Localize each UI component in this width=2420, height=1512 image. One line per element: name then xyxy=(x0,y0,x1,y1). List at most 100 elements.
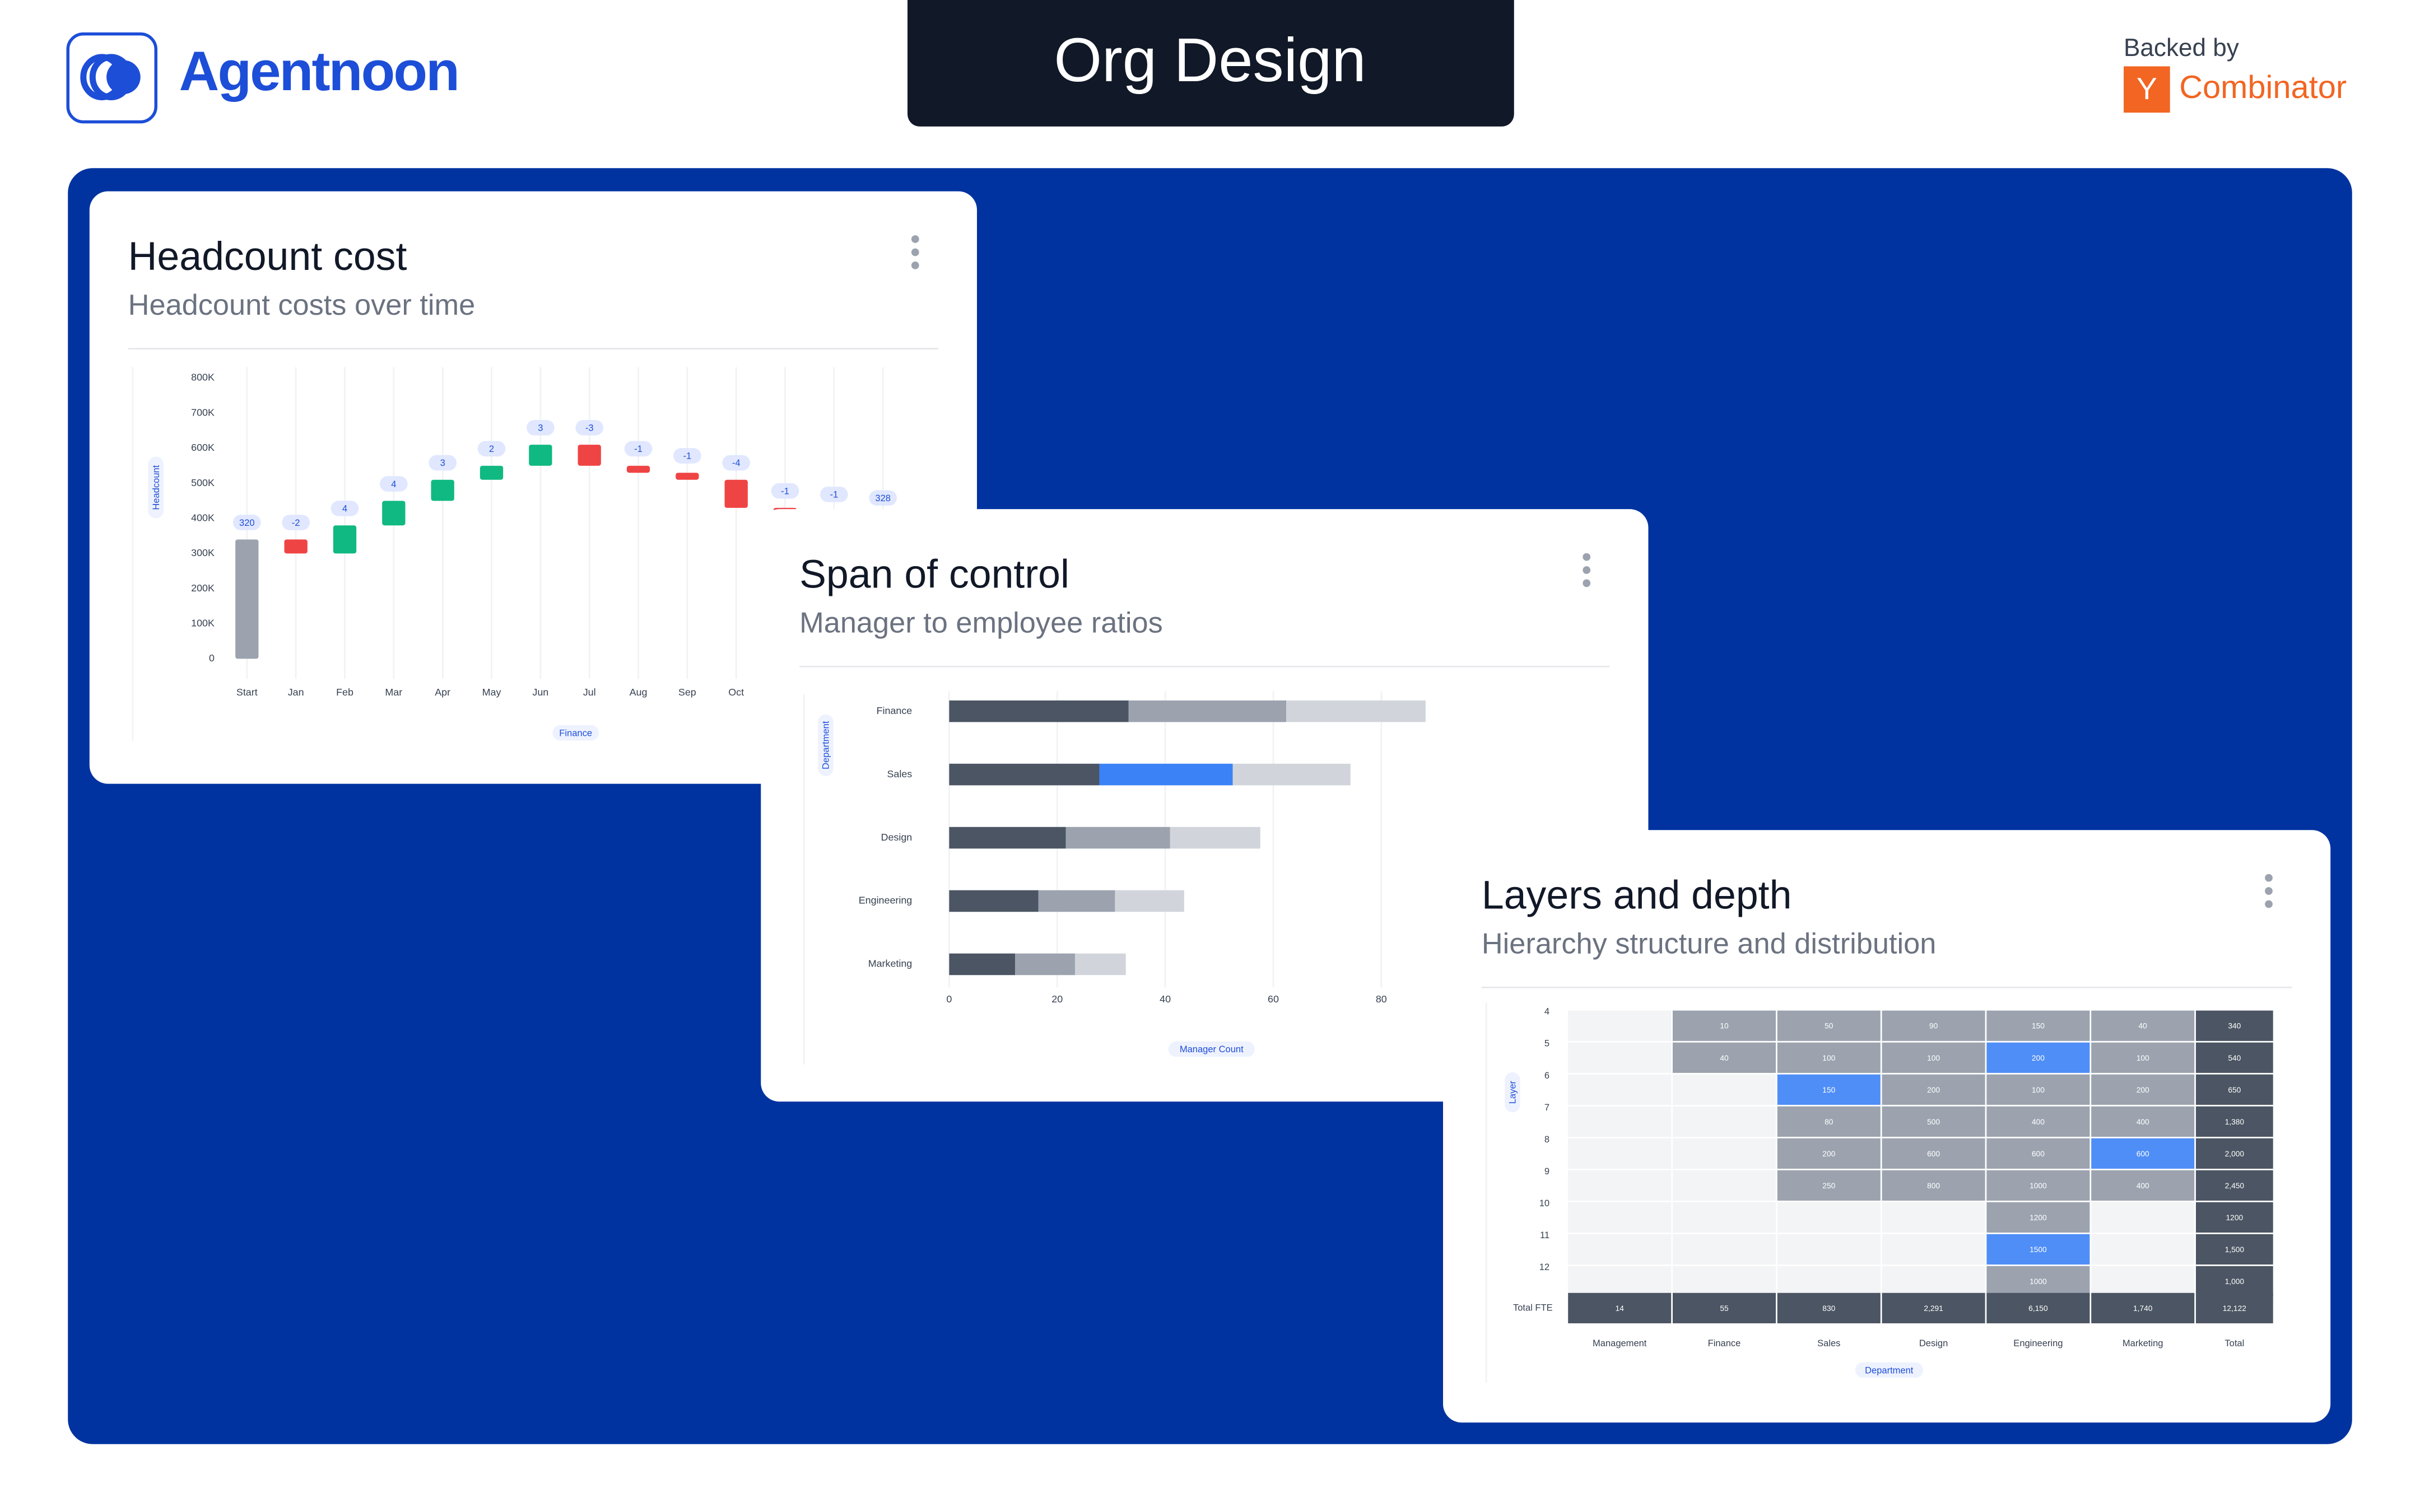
cell-value: 12,122 xyxy=(2223,1304,2246,1313)
y-tick-label: Engineering xyxy=(859,895,913,906)
y-tick-label: 700K xyxy=(191,407,215,418)
cell-value: 400 xyxy=(2137,1118,2149,1126)
heatmap-cell xyxy=(1672,1138,1776,1169)
heatmap-cell xyxy=(1568,1234,1672,1265)
heatmap-cell xyxy=(1568,1138,1672,1169)
bar xyxy=(480,465,504,480)
cell-value: 200 xyxy=(1822,1150,1835,1158)
heatmap-cell xyxy=(1672,1170,1776,1201)
cell-value: 600 xyxy=(2137,1150,2149,1158)
card-bg xyxy=(89,191,977,784)
x-tick-label: 20 xyxy=(1051,993,1063,1005)
bar xyxy=(626,465,650,473)
bar-segment xyxy=(1128,700,1287,722)
data-label: 4 xyxy=(391,479,396,489)
menu-button[interactable] xyxy=(911,235,919,269)
heatmap-cell xyxy=(2091,1010,2195,1041)
data-label-pill xyxy=(575,420,603,436)
cell-value: 6,150 xyxy=(2028,1304,2048,1313)
cell-value: 80 xyxy=(1825,1118,1833,1126)
data-label: 328 xyxy=(875,493,891,503)
y-tick-label: 0 xyxy=(209,652,215,664)
heatmap-cell xyxy=(1986,1202,2090,1233)
y-tick-label: 800K xyxy=(191,372,215,383)
x-tick-label: Jan xyxy=(288,687,304,698)
cell-value: 830 xyxy=(1822,1304,1835,1313)
y-tick-label: 11 xyxy=(1540,1230,1549,1240)
axis-label-text: Manager Count xyxy=(1180,1044,1244,1054)
x-tick-label: Marketing xyxy=(2123,1338,2163,1348)
menu-button[interactable] xyxy=(2265,874,2273,908)
x-tick-label: 80 xyxy=(1376,993,1387,1005)
y-tick-label: 7 xyxy=(1544,1102,1549,1113)
card-title: Span of control xyxy=(799,552,1069,596)
cell-value: 400 xyxy=(2032,1118,2045,1126)
x-tick-label: Start xyxy=(236,687,258,698)
heatmap-cell xyxy=(1882,1074,1985,1105)
y-tick-label: Marketing xyxy=(868,958,913,969)
heatmap-cell xyxy=(1986,1138,2090,1169)
heatmap-cell xyxy=(1882,1292,1985,1324)
heatmap-cell xyxy=(2091,1202,2195,1233)
bar xyxy=(676,473,699,480)
x-tick-label: May xyxy=(482,687,501,698)
cell-value: 40 xyxy=(1720,1054,1729,1062)
x-tick-label: 40 xyxy=(1160,993,1171,1005)
heatmap-cell xyxy=(1986,1234,2090,1265)
card-title: Headcount cost xyxy=(128,234,407,279)
cell-value: 1200 xyxy=(2226,1214,2244,1222)
cell-value: 540 xyxy=(2228,1054,2241,1062)
bar xyxy=(529,445,552,466)
bar-segment xyxy=(1232,763,1351,786)
heatmap-cell xyxy=(2091,1292,2195,1324)
cell-value: 10 xyxy=(1720,1022,1729,1030)
bar-segment xyxy=(1075,953,1126,976)
x-tick-label: Engineering xyxy=(2013,1338,2063,1348)
x-tick-label: Mar xyxy=(385,687,402,698)
cell-value: 40 xyxy=(2139,1022,2148,1030)
heatmap-cell xyxy=(1882,1170,1985,1201)
axis-label: Department xyxy=(818,714,834,776)
cell-value: 150 xyxy=(2032,1022,2045,1030)
bar-segment xyxy=(1065,827,1170,849)
cell-value: 1,740 xyxy=(2133,1304,2153,1313)
heatmap-cell xyxy=(1568,1106,1672,1137)
heatmap-cell xyxy=(1986,1266,2090,1297)
x-tick-label: Apr xyxy=(435,687,450,698)
heatmap-cell xyxy=(2195,1138,2273,1169)
x-tick-label: Sales xyxy=(1817,1338,1840,1348)
bar-segment xyxy=(949,763,1100,786)
backed-by: Backed by xyxy=(2124,34,2239,62)
bar-segment xyxy=(1038,890,1115,912)
menu-button[interactable] xyxy=(1583,553,1591,587)
bar xyxy=(578,445,601,466)
data-label: -2 xyxy=(292,517,300,528)
heatmap-cell xyxy=(2195,1292,2273,1324)
data-label-pill xyxy=(869,490,897,506)
cell-value: 1000 xyxy=(2030,1182,2047,1190)
heatmap-cell xyxy=(1777,1074,1881,1105)
x-tick-label: Aug xyxy=(630,687,648,698)
heatmap-cell xyxy=(2195,1170,2273,1201)
x-tick-label: Finance xyxy=(1708,1338,1741,1348)
data-label: -1 xyxy=(781,486,789,496)
page-title: Org Design xyxy=(1054,26,1366,95)
y-tick-label: 6 xyxy=(1544,1070,1549,1081)
heatmap-cell xyxy=(1986,1042,2090,1073)
bar-segment xyxy=(949,953,1016,976)
heatmap-cell xyxy=(1672,1292,1776,1324)
cell-value: 2,000 xyxy=(2225,1150,2245,1158)
heatmap-cell xyxy=(2195,1042,2273,1073)
cell-value: 100 xyxy=(1927,1054,1940,1062)
heatmap-cell xyxy=(1672,1074,1776,1105)
heatmap-cell xyxy=(1672,1042,1776,1073)
brand[interactable]: Agentnoon xyxy=(179,40,460,102)
heatmap-cell xyxy=(1777,1106,1881,1137)
cell-value: 600 xyxy=(1927,1150,1940,1158)
cell-value: 100 xyxy=(1822,1054,1835,1062)
data-label: 3 xyxy=(538,423,543,433)
yc-mark: Y xyxy=(2137,71,2157,106)
heatmap-cell xyxy=(1986,1292,2090,1324)
heatmap-cell xyxy=(2195,1234,2273,1265)
x-tick-label: Feb xyxy=(336,687,353,698)
